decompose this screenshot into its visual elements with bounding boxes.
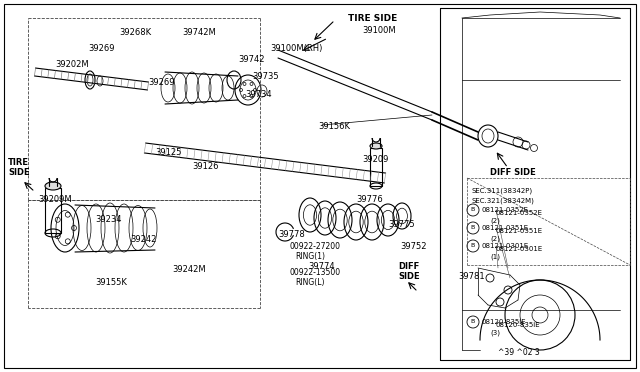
Text: 39242M: 39242M — [172, 265, 205, 274]
Text: 00922-13500: 00922-13500 — [290, 268, 341, 277]
Bar — [45, 188, 61, 233]
Text: DIFF: DIFF — [398, 262, 419, 271]
Text: TIRE: TIRE — [8, 158, 29, 167]
Text: TIRE SIDE: TIRE SIDE — [348, 14, 397, 23]
Text: 39752: 39752 — [400, 242, 426, 251]
Text: 08120-835iE: 08120-835iE — [496, 322, 541, 328]
Text: (2): (2) — [490, 236, 500, 243]
Text: RING(1): RING(1) — [295, 252, 325, 261]
Text: 39242: 39242 — [130, 235, 156, 244]
Text: 39202M: 39202M — [55, 60, 88, 69]
Text: RING(L): RING(L) — [295, 278, 324, 287]
Text: 39778: 39778 — [278, 230, 305, 239]
Text: 39100M(RH): 39100M(RH) — [270, 44, 323, 53]
Text: (2): (2) — [490, 218, 500, 224]
Text: 39742M: 39742M — [182, 28, 216, 37]
Text: 39781: 39781 — [458, 272, 484, 281]
Text: (1): (1) — [490, 254, 500, 260]
Text: 39268K: 39268K — [119, 28, 151, 37]
Text: DIFF SIDE: DIFF SIDE — [490, 168, 536, 177]
Text: 39774: 39774 — [308, 262, 335, 271]
Text: 39125: 39125 — [155, 148, 181, 157]
Text: 39155K: 39155K — [95, 278, 127, 287]
Text: 00922-27200: 00922-27200 — [290, 242, 341, 251]
Text: 39209: 39209 — [362, 155, 388, 164]
Ellipse shape — [45, 182, 61, 190]
Text: 39734: 39734 — [245, 90, 271, 99]
Text: 39742: 39742 — [238, 55, 264, 64]
Text: B: B — [470, 243, 475, 248]
Text: B: B — [470, 225, 475, 230]
Text: 39209M: 39209M — [38, 195, 72, 204]
Text: SEC.311(38342P): SEC.311(38342P) — [472, 188, 533, 195]
Text: 08120-835iE: 08120-835iE — [482, 319, 527, 325]
Text: B: B — [470, 207, 475, 212]
Text: SIDE: SIDE — [8, 168, 29, 177]
Text: 39100M: 39100M — [362, 26, 396, 35]
Text: 39776: 39776 — [356, 195, 383, 204]
Text: ^39 ^02 3: ^39 ^02 3 — [498, 348, 540, 357]
Text: SIDE: SIDE — [398, 272, 420, 281]
Text: SEC.321(38342M): SEC.321(38342M) — [472, 198, 535, 205]
Text: 08121-0301E: 08121-0301E — [482, 243, 529, 249]
Text: 08121-0301E: 08121-0301E — [496, 246, 543, 252]
Text: 39156K: 39156K — [318, 122, 350, 131]
Text: (3): (3) — [490, 330, 500, 337]
Text: 08121-0351E: 08121-0351E — [496, 228, 543, 234]
Bar — [370, 148, 382, 186]
Text: 08121-0351E: 08121-0351E — [482, 225, 529, 231]
Text: 08121-0352E: 08121-0352E — [496, 210, 543, 216]
Text: B: B — [470, 319, 475, 324]
Text: 39234: 39234 — [95, 215, 122, 224]
Text: 39775: 39775 — [388, 220, 415, 229]
Text: 39269: 39269 — [148, 78, 175, 87]
Ellipse shape — [370, 143, 382, 149]
Text: 39269: 39269 — [88, 44, 115, 53]
Text: 39126: 39126 — [192, 162, 218, 171]
Text: 39735: 39735 — [252, 72, 278, 81]
Text: 08121-0352E: 08121-0352E — [482, 207, 529, 213]
